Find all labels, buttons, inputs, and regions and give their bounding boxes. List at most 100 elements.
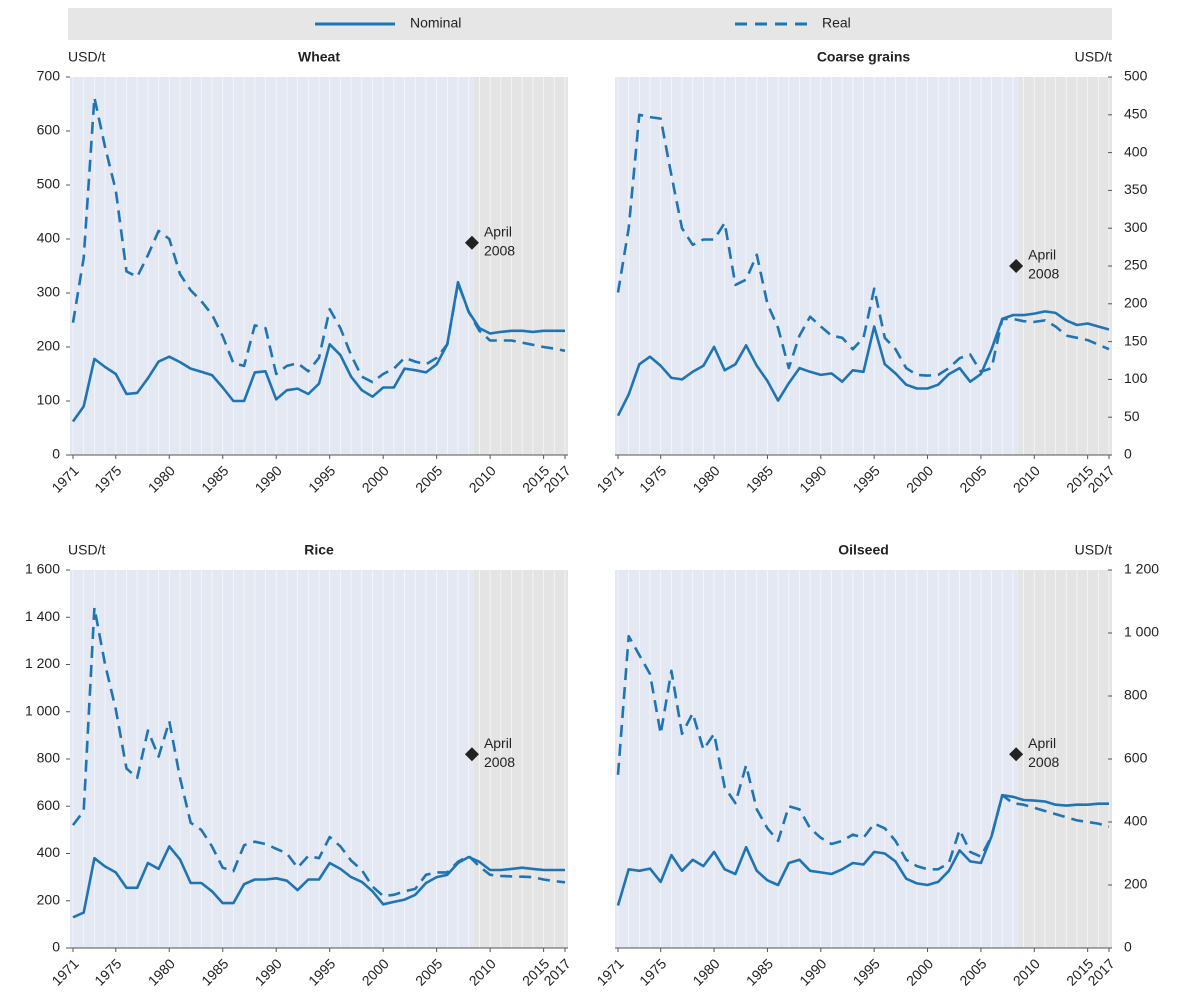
- chart-title: Oilseed: [838, 542, 889, 558]
- x-tick-label: 1995: [305, 955, 338, 988]
- annotation-text: April: [1028, 735, 1056, 751]
- series-line: [71, 280, 565, 423]
- series-line: [616, 793, 1109, 906]
- y-tick-label: 350: [1124, 181, 1148, 197]
- x-tick-label: 1990: [796, 955, 829, 988]
- annotation-marker: [464, 235, 479, 250]
- x-tick-label: 1971: [48, 955, 81, 988]
- x-tick-label: 1990: [796, 462, 829, 495]
- x-tick-label: 2005: [956, 462, 989, 495]
- y-tick-label: 600: [1124, 750, 1148, 766]
- x-tick-label: 2005: [956, 955, 989, 988]
- y-tick-label: 200: [37, 891, 61, 907]
- x-tick-label: 1985: [198, 955, 231, 988]
- x-tick-label: 1985: [198, 462, 231, 495]
- x-tick-label: 1975: [636, 462, 669, 495]
- x-tick-label: 2010: [466, 955, 499, 988]
- annotation-text: April: [484, 223, 512, 239]
- y-tick-label: 100: [1124, 370, 1148, 386]
- chart-title: Rice: [304, 542, 334, 558]
- series-line: [71, 96, 566, 384]
- x-tick-label: 1975: [636, 955, 669, 988]
- x-tick-label: 1975: [91, 462, 124, 495]
- x-tick-label: 1990: [252, 955, 285, 988]
- annotation-text: April: [484, 735, 512, 751]
- unit-label: USD/t: [1075, 49, 1112, 65]
- y-tick-label: 0: [52, 446, 60, 462]
- y-tick-label: 1 400: [25, 608, 60, 624]
- y-tick-label: 400: [1124, 813, 1148, 829]
- y-tick-label: 1 200: [25, 655, 60, 671]
- y-tick-label: 1 000: [1124, 624, 1159, 640]
- y-tick-label: 150: [1124, 332, 1148, 348]
- legend-label: Nominal: [410, 15, 461, 31]
- x-tick-label: 1980: [689, 955, 722, 988]
- y-tick-label: 600: [37, 122, 61, 138]
- x-tick-label: 2010: [1010, 462, 1043, 495]
- x-tick-label: 1985: [743, 462, 776, 495]
- annotation-marker: [1009, 259, 1024, 273]
- x-tick-label: 1980: [145, 462, 178, 495]
- y-tick-label: 700: [37, 68, 61, 84]
- y-tick-label: 200: [1124, 876, 1148, 892]
- y-tick-label: 1 200: [1124, 561, 1159, 577]
- x-tick-label: 2005: [412, 955, 445, 988]
- y-tick-label: 0: [52, 939, 60, 955]
- y-tick-label: 100: [37, 392, 61, 408]
- legend-background: [68, 8, 1112, 40]
- y-tick-label: 400: [1124, 143, 1148, 159]
- x-tick-label: 1995: [305, 462, 338, 495]
- annotation-text: 2008: [484, 242, 515, 258]
- y-tick-label: 0: [1124, 446, 1132, 462]
- y-tick-label: 250: [1124, 257, 1148, 273]
- y-tick-label: 400: [37, 230, 61, 246]
- x-tick-label: 2000: [359, 462, 392, 495]
- legend-label: Real: [822, 15, 851, 31]
- chart-title: Wheat: [298, 49, 340, 65]
- x-tick-label: 2010: [466, 462, 499, 495]
- y-tick-label: 300: [37, 284, 61, 300]
- x-tick-label: 2000: [903, 462, 936, 495]
- y-tick-label: 800: [1124, 687, 1148, 703]
- x-tick-label: 2000: [359, 955, 392, 988]
- x-tick-label: 2005: [412, 462, 445, 495]
- y-tick-label: 450: [1124, 106, 1148, 122]
- annotation-marker: [464, 747, 479, 762]
- x-tick-label: 1971: [48, 462, 81, 495]
- x-tick-label: 2000: [903, 955, 936, 988]
- y-tick-label: 800: [37, 750, 61, 766]
- x-tick-label: 1995: [850, 462, 883, 495]
- y-tick-label: 600: [37, 797, 61, 813]
- y-tick-label: 50: [1124, 408, 1140, 424]
- annotation-marker: [1009, 747, 1024, 762]
- y-tick-label: 300: [1124, 219, 1148, 235]
- annotation-text: April: [1028, 247, 1056, 263]
- y-tick-label: 1 000: [25, 702, 60, 718]
- y-tick-label: 200: [37, 338, 61, 354]
- series-line: [72, 845, 565, 919]
- series-line: [616, 634, 1110, 871]
- x-tick-label: 1971: [593, 955, 626, 988]
- x-tick-label: 2010: [1010, 955, 1043, 988]
- x-tick-label: 1980: [145, 955, 178, 988]
- series-line: [616, 310, 1110, 417]
- x-tick-label: 1985: [743, 955, 776, 988]
- x-tick-label: 1980: [689, 462, 722, 495]
- annotation-text: 2008: [484, 754, 515, 770]
- y-tick-label: 400: [37, 844, 61, 860]
- y-tick-label: 0: [1124, 939, 1132, 955]
- y-tick-label: 500: [1124, 68, 1148, 84]
- unit-label: USD/t: [68, 49, 105, 65]
- x-tick-label: 1971: [593, 462, 626, 495]
- y-tick-label: 200: [1124, 295, 1148, 311]
- annotation-text: 2008: [1028, 266, 1059, 282]
- unit-label: USD/t: [68, 542, 105, 558]
- x-tick-label: 1990: [252, 462, 285, 495]
- chart-title: Coarse grains: [817, 49, 911, 65]
- x-tick-label: 1975: [91, 955, 124, 988]
- series-line: [71, 606, 566, 898]
- x-tick-label: 1995: [850, 955, 883, 988]
- annotation-text: 2008: [1028, 754, 1059, 770]
- y-tick-label: 1 600: [25, 561, 60, 577]
